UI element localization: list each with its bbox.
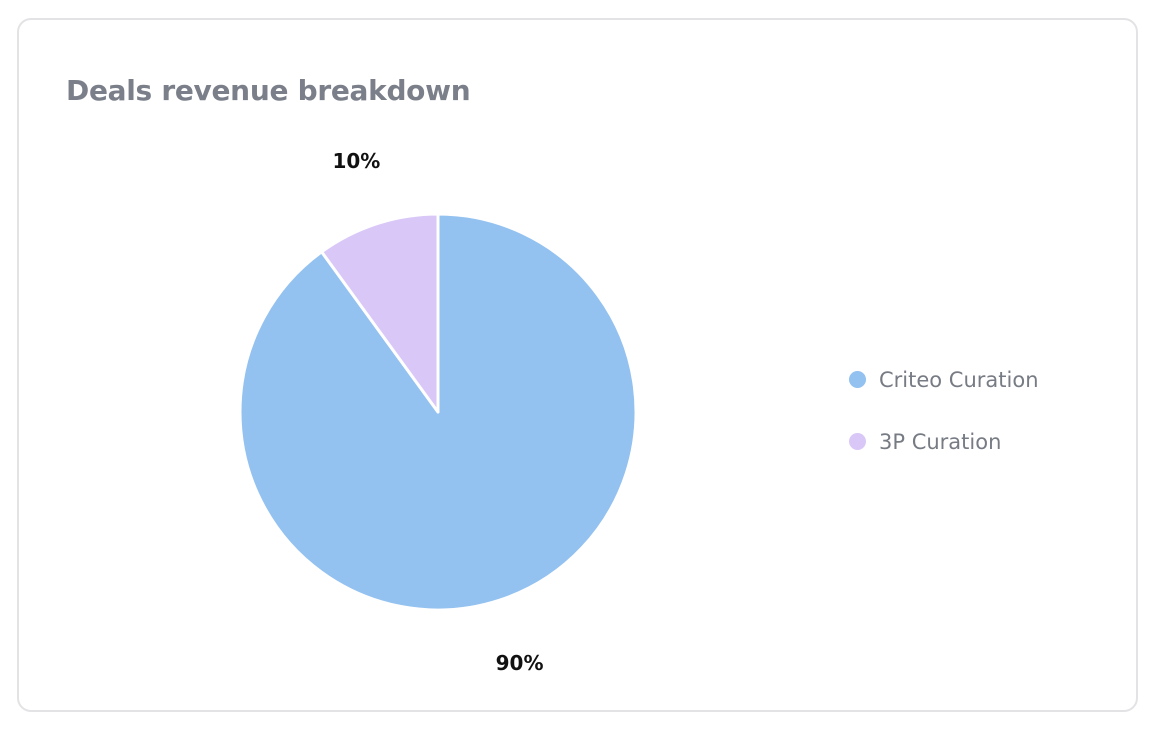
legend-swatch-icon (849, 371, 866, 388)
legend-item-3p-curation[interactable]: 3P Curation (849, 426, 1039, 457)
pie-slices (238, 212, 638, 612)
legend-label: Criteo Curation (879, 367, 1039, 392)
pie-slice-3p-curation[interactable] (320, 212, 440, 414)
chart-legend: Criteo Curation 3P Curation (849, 364, 1039, 488)
data-label-criteo-curation: 90% (496, 651, 544, 675)
legend-swatch-icon (849, 433, 866, 450)
pie-data-labels: 90% 10% (332, 149, 543, 675)
legend-label: 3P Curation (879, 429, 1002, 454)
chart-title: Deals revenue breakdown (66, 74, 471, 107)
legend-item-criteo-curation[interactable]: Criteo Curation (849, 364, 1039, 395)
data-label-3p-curation: 10% (332, 149, 380, 173)
